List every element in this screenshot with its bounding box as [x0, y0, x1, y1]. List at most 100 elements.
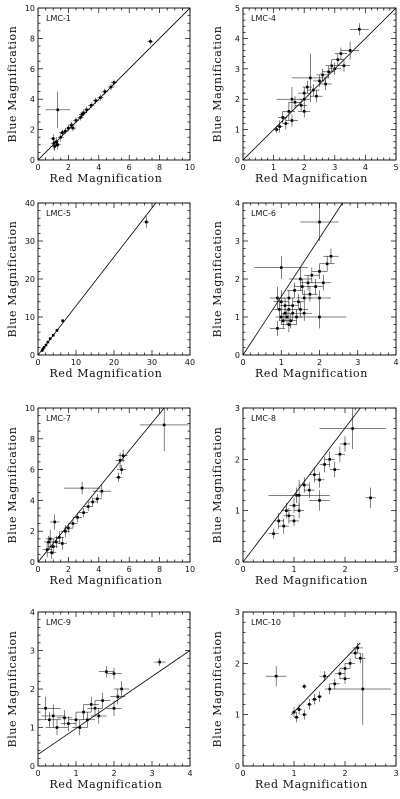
data-point: [92, 485, 111, 498]
x-tick-label: 0: [35, 769, 40, 778]
data-point: [329, 678, 340, 689]
y-tick-label: 30: [25, 237, 35, 246]
point-marker: [59, 135, 63, 139]
point-marker: [318, 270, 321, 273]
point-marker: [318, 695, 321, 698]
data-point: [51, 141, 58, 151]
data-point: [63, 523, 73, 533]
point-marker: [302, 110, 306, 113]
data-layer: [243, 408, 386, 562]
point-marker: [53, 520, 57, 524]
data-layer: [38, 8, 190, 160]
panel-lmc-9: 0 1 2 3 4 0 1 2 3 4 LMC-9 Red Magnification Blue Mag…: [6, 608, 193, 791]
point-marker: [343, 677, 347, 681]
data-point: [153, 658, 166, 666]
point-marker: [86, 718, 89, 722]
data-point: [339, 673, 351, 684]
point-marker: [97, 714, 101, 718]
panel-lmc-6: 0 1 2 3 4 0 1 2 3 4 LMC-6 Red Magnification Blue Mag…: [211, 199, 399, 380]
y-tick-label: 10: [25, 4, 35, 13]
point-marker: [309, 76, 312, 80]
point-marker: [82, 111, 85, 115]
data-point: [47, 546, 57, 559]
data-point: [315, 275, 331, 291]
point-marker: [284, 122, 288, 125]
y-tick-label: 2: [30, 527, 35, 536]
point-marker: [302, 296, 306, 300]
data-point: [91, 708, 107, 724]
point-marker: [53, 145, 57, 148]
panel-lmc-1: 0 2 4 6 8 10 0 2 4 6 8 10 LMC-1 Red Magnification Blue…: [6, 4, 195, 185]
point-marker: [302, 483, 306, 487]
point-marker: [292, 710, 296, 714]
data-point: [324, 683, 335, 695]
point-marker: [302, 91, 306, 95]
data-point: [59, 129, 66, 136]
data-point: [296, 305, 312, 321]
point-marker: [51, 714, 55, 718]
x-tick-label: 1: [279, 358, 284, 367]
data-point: [308, 290, 331, 306]
point-marker: [51, 545, 55, 548]
point-marker: [67, 722, 70, 725]
x-tick-label: 4: [363, 163, 368, 172]
point-marker: [305, 85, 309, 89]
point-marker: [293, 100, 297, 104]
data-point: [319, 77, 332, 91]
point-marker: [41, 347, 45, 351]
data-point: [282, 117, 289, 130]
data-point: [45, 719, 69, 736]
data-layer: [243, 8, 396, 160]
point-marker: [357, 27, 361, 31]
y-tick-label: 1: [235, 507, 240, 516]
y-axis-label: Blue Magnification: [211, 631, 224, 748]
data-point: [291, 706, 297, 718]
data-point: [50, 514, 60, 530]
data-point: [268, 528, 279, 539]
y-tick-label: 8: [30, 435, 35, 444]
data-point: [316, 68, 329, 81]
data-point: [101, 88, 108, 95]
data-point: [337, 59, 351, 72]
data-point: [118, 449, 128, 462]
point-marker: [295, 715, 298, 719]
y-tick-label: 4: [30, 95, 35, 104]
point-marker: [333, 468, 337, 471]
x-tick-label: 1: [271, 163, 276, 172]
data-point: [294, 712, 300, 723]
point-marker: [51, 333, 55, 337]
y-tick-label: 2: [235, 659, 240, 668]
point-marker: [281, 116, 285, 119]
data-point: [334, 446, 345, 462]
data-point: [285, 313, 297, 329]
point-marker: [282, 524, 286, 528]
data-point: [92, 97, 99, 104]
point-marker: [45, 548, 49, 551]
data-point: [304, 482, 315, 498]
data-point: [295, 99, 308, 112]
data-point: [265, 665, 287, 687]
point-marker: [48, 337, 52, 340]
y-tick-label: 6: [30, 466, 35, 475]
data-point: [57, 710, 73, 726]
x-axis-label: Red Magnification: [50, 367, 163, 380]
point-marker: [71, 126, 75, 130]
data-point: [117, 464, 127, 475]
data-point: [83, 106, 90, 113]
data-point: [98, 665, 114, 678]
data-point: [298, 87, 311, 100]
data-point: [319, 671, 330, 682]
point-marker: [99, 96, 102, 99]
point-marker: [313, 697, 316, 701]
point-marker: [101, 699, 104, 702]
point-marker: [116, 695, 120, 698]
data-point: [41, 704, 65, 728]
x-tick-label: 0: [35, 358, 40, 367]
data-point: [57, 132, 64, 142]
y-tick-label: 3: [235, 608, 240, 617]
point-marker: [302, 311, 306, 315]
y-axis-label: Blue Magnification: [211, 221, 224, 338]
point-marker: [285, 509, 288, 512]
point-marker: [308, 488, 311, 492]
